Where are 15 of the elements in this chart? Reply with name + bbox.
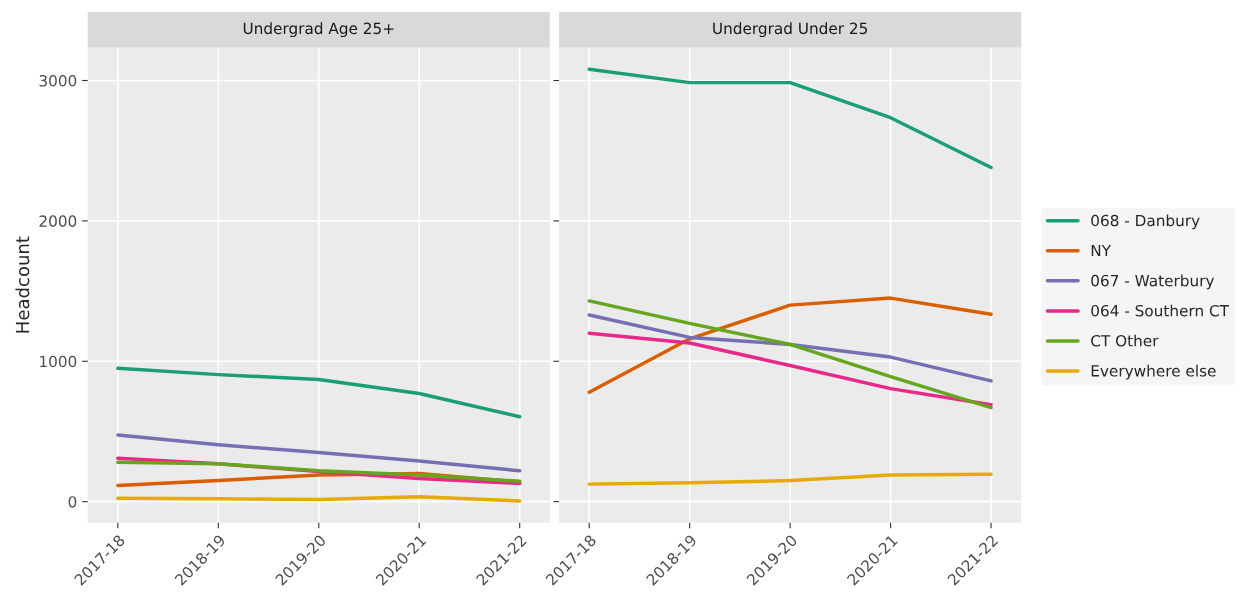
- chart-title: Undergrad Age 25+: [243, 22, 394, 38]
- legend-label: NY: [1091, 244, 1112, 257]
- legend-label: 068 - Danbury: [1091, 214, 1200, 230]
- legend-label: 064 - Southern CT: [1091, 304, 1230, 317]
- chart-title: Undergrad Under 25: [713, 22, 868, 38]
- line-series: [116, 366, 522, 419]
- legend-label: CT Other: [1091, 334, 1159, 347]
- line-series: [116, 433, 522, 473]
- y-tick-label: 1000: [40, 355, 77, 368]
- legend-label: 067 - Waterbury: [1091, 274, 1215, 290]
- legend-label: Everywhere else: [1091, 364, 1216, 380]
- y-tick-label: 2000: [39, 215, 77, 227]
- y-tick-label: 3000: [39, 74, 77, 87]
- y-axis-title: Headcount: [15, 236, 30, 333]
- y-tick-label: 0: [68, 496, 77, 508]
